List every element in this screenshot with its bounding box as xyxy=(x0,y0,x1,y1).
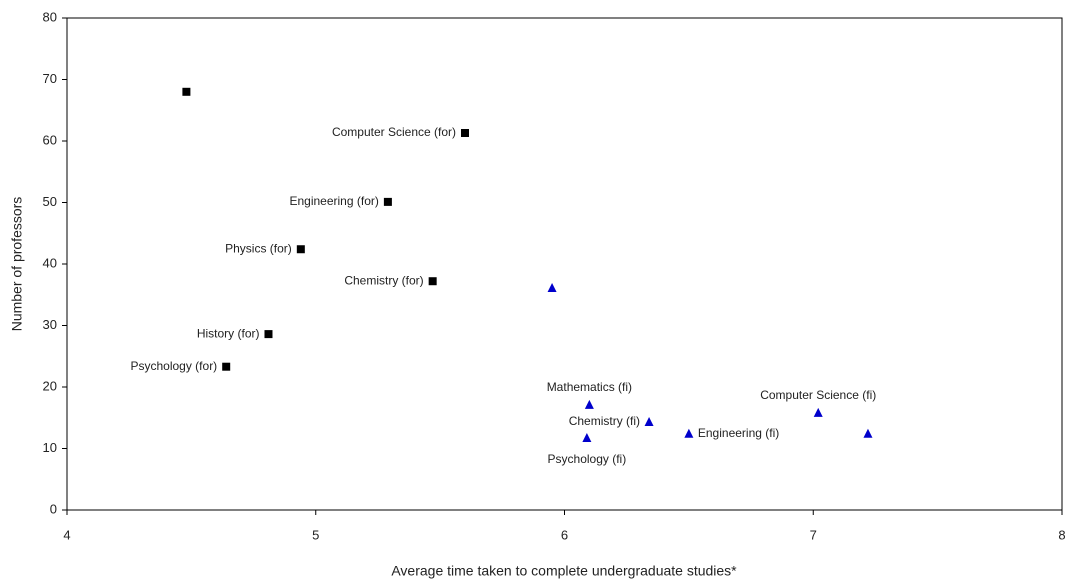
point xyxy=(813,407,823,417)
point xyxy=(684,428,694,438)
x-tick-label: 7 xyxy=(810,527,817,542)
y-tick-label: 10 xyxy=(43,440,57,455)
x-tick-label: 5 xyxy=(312,527,319,542)
point xyxy=(383,197,392,206)
point-label: Engineering (for) xyxy=(289,194,378,208)
point xyxy=(222,362,231,371)
point xyxy=(863,428,873,438)
point-label: Mathematics (fi) xyxy=(547,380,632,394)
point-label: Chemistry (fi) xyxy=(569,414,640,428)
point-label: History (for) xyxy=(197,326,260,340)
point xyxy=(428,277,437,286)
y-tick-label: 40 xyxy=(43,255,57,270)
point-label: Engineering (fi) xyxy=(698,426,779,440)
y-tick-label: 70 xyxy=(43,71,57,86)
x-axis-title: Average time taken to complete undergrad… xyxy=(391,563,737,579)
point xyxy=(461,129,469,138)
point-label: Psychology (fi) xyxy=(548,452,627,466)
point-label: Physics (for) xyxy=(225,241,292,255)
y-tick-label: 0 xyxy=(50,501,57,516)
point-label: Chemistry (for) xyxy=(344,273,423,287)
y-tick-label: 20 xyxy=(43,378,57,393)
point-label: Psychology (for) xyxy=(130,359,217,373)
y-tick-label: 60 xyxy=(43,132,57,147)
y-tick-label: 30 xyxy=(43,317,57,332)
point xyxy=(547,282,557,292)
point xyxy=(584,399,594,409)
y-tick-label: 80 xyxy=(43,9,57,24)
plot-area xyxy=(66,17,1063,511)
point xyxy=(644,417,654,427)
y-axis-title: Number of professors xyxy=(9,197,25,332)
x-tick-label: 8 xyxy=(1058,527,1065,542)
x-tick-label: 6 xyxy=(561,527,568,542)
point xyxy=(582,433,592,443)
point xyxy=(264,330,273,339)
y-tick-label: 50 xyxy=(43,194,57,209)
point xyxy=(296,245,305,254)
point-label: Computer Science (fi) xyxy=(760,388,876,402)
point xyxy=(182,87,191,96)
x-tick-label: 4 xyxy=(63,527,70,542)
point-label: Computer Science (for) xyxy=(332,125,456,139)
